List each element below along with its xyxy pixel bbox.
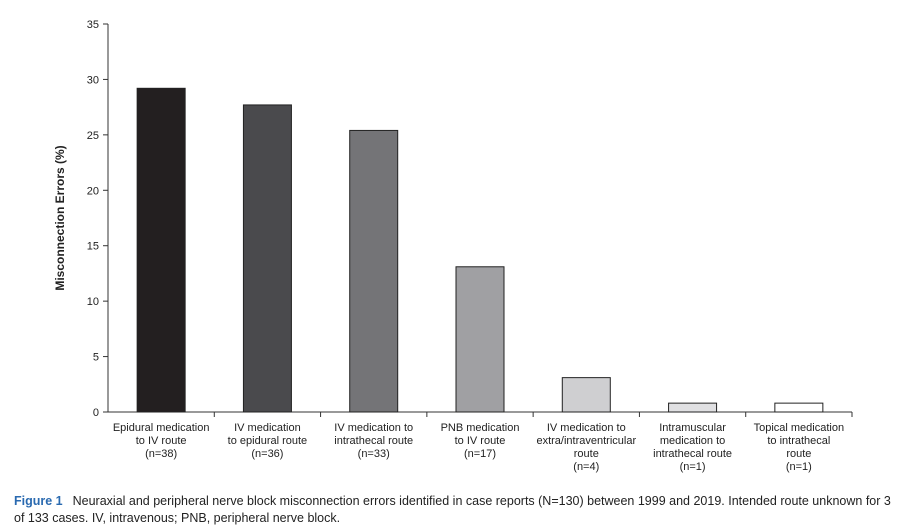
category-label-line: (n=1) (680, 461, 706, 473)
category-label-line: route (574, 448, 599, 460)
category-label-line: PNB medication (441, 422, 520, 434)
category-labels: Epidural medication to IV route (n=38)IV m… (113, 412, 853, 473)
category-label-line: intrathecal route (334, 435, 413, 447)
caption-text: Neuraxial and peripheral nerve block mis… (14, 494, 891, 525)
category-label-line: to intrathecal (767, 435, 830, 447)
category-label: Epidural medication to IV route (n=38) (113, 422, 210, 460)
category-label-line: to IV route (136, 435, 187, 447)
category-label-line: to epidural route (228, 435, 308, 447)
y-axis-label: Misconnection Errors (%) (53, 145, 67, 290)
bar (349, 129, 399, 413)
y-tick-label: 10 (87, 296, 99, 308)
category-label: IV medication to extra/intraventricular ro… (536, 422, 636, 473)
category-label: PNB medication to IV route (n=17) (441, 422, 520, 460)
bar-chart: Misconnection Errors (%) 05101520253035 … (53, 19, 853, 473)
y-tick-label: 15 (87, 241, 99, 253)
bar (774, 402, 824, 413)
bar (242, 104, 292, 413)
category-label-line: extra/intraventricular (536, 435, 636, 447)
category-label-line: Topical medication (754, 422, 845, 434)
y-tick-label: 0 (93, 407, 99, 419)
category-label-line: IV medication (234, 422, 301, 434)
y-tick-label: 5 (93, 352, 99, 364)
category-label-line: (n=1) (786, 461, 812, 473)
y-tick-label: 35 (87, 19, 99, 31)
category-label-line: (n=33) (358, 448, 390, 460)
y-ticks: 0 5 10 15 20 25 30 35 (87, 19, 108, 419)
category-label: IV medication to epidural route (n=36) (228, 422, 308, 460)
category-label-line: medication to (660, 435, 725, 447)
figure-caption: Figure 1 Neuraxial and peripheral nerve b… (14, 493, 894, 527)
category-label-line: intrathecal route (653, 448, 732, 460)
category-label-line: (n=4) (573, 461, 599, 473)
y-tick-label: 20 (87, 185, 99, 197)
bar (136, 87, 186, 413)
category-label-line: Intramuscular (659, 422, 726, 434)
category-label: Topical medication to intrathecal route (n=… (754, 422, 845, 473)
category-label-line: route (786, 448, 811, 460)
bars (136, 87, 824, 413)
category-label-line: to IV route (455, 435, 506, 447)
y-tick-label: 30 (87, 74, 99, 86)
category-label-line: (n=17) (464, 448, 496, 460)
category-label-line: Epidural medication (113, 422, 210, 434)
category-label: IV medication to intrathecal route (n=33) (334, 422, 413, 460)
figure-label: Figure 1 (14, 494, 63, 508)
category-label-line: IV medication to (547, 422, 626, 434)
bar (561, 377, 611, 413)
bar (668, 402, 718, 413)
category-label-line: (n=36) (251, 448, 283, 460)
y-tick-label: 25 (87, 130, 99, 142)
category-label-line: (n=38) (145, 448, 177, 460)
category-label: Intramuscular medication to intrathecal ro… (653, 422, 732, 473)
category-label-line: IV medication to (334, 422, 413, 434)
bar (455, 266, 505, 413)
